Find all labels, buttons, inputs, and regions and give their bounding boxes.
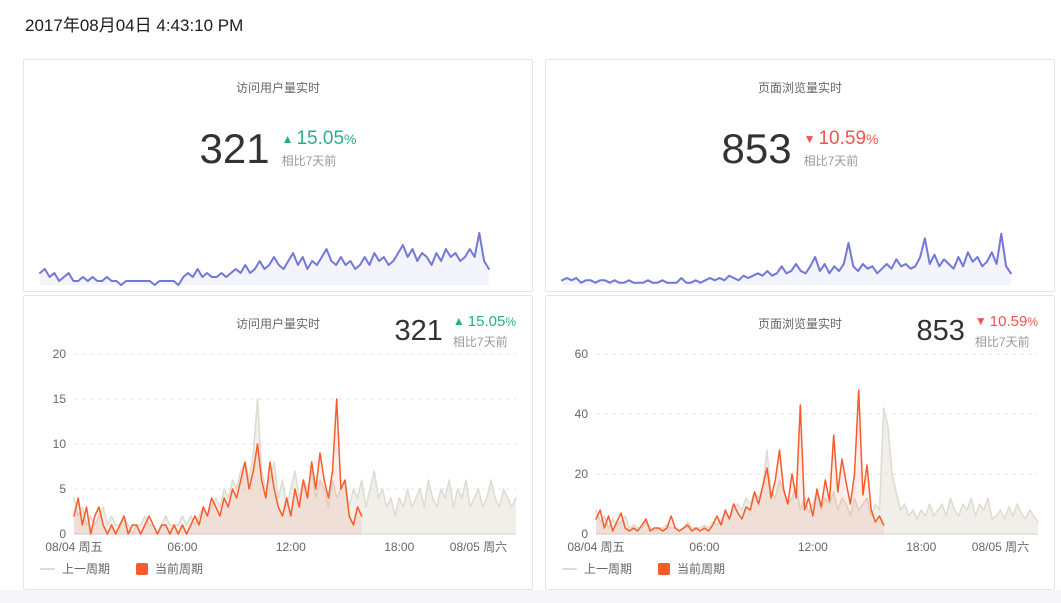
svg-text:08/05 周六: 08/05 周六 bbox=[972, 540, 1029, 554]
stat-value: 853 bbox=[916, 315, 965, 348]
delta-block: ▲ 15.05% 相比7天前 bbox=[452, 313, 516, 350]
page-footer-strip bbox=[0, 590, 1061, 603]
svg-text:12:00: 12:00 bbox=[798, 540, 828, 554]
svg-text:08/05 周六: 08/05 周六 bbox=[450, 540, 507, 554]
legend-previous-period[interactable]: 上一周期 bbox=[562, 560, 632, 577]
timestamp: 2017年08月04日 4:43:10 PM bbox=[25, 16, 244, 35]
chart-legend: 上一周期 当前周期 bbox=[40, 560, 203, 577]
stat-block: 321 ▲ 15.05% 相比7天前 bbox=[24, 128, 532, 170]
svg-text:08/04 周五: 08/04 周五 bbox=[45, 540, 102, 554]
pageviews-trend-chart[interactable]: 0 20 40 60 08/04 周五 06:00 12:00 18:00 08/05 周六 bbox=[554, 346, 1046, 558]
svg-text:40: 40 bbox=[575, 407, 589, 421]
panel-visitors-summary: 访问用户量实时 321 ▲ 15.05% 相比7天前 bbox=[23, 59, 533, 292]
svg-text:15: 15 bbox=[53, 392, 67, 406]
stat-block: 321 ▲ 15.05% 相比7天前 bbox=[394, 313, 517, 350]
svg-text:0: 0 bbox=[581, 527, 588, 541]
svg-text:5: 5 bbox=[59, 482, 66, 496]
legend-current-period[interactable]: 当前周期 bbox=[658, 560, 725, 577]
panel-title: 页面浏览量实时 bbox=[757, 81, 842, 95]
delta-value: 10.59 bbox=[989, 313, 1028, 330]
svg-text:18:00: 18:00 bbox=[906, 540, 936, 554]
previous-series-marker bbox=[40, 567, 55, 570]
svg-text:0: 0 bbox=[59, 527, 66, 541]
delta-block: ▼ 10.59% 相比7天前 bbox=[974, 313, 1038, 350]
legend-current-period[interactable]: 当前周期 bbox=[136, 560, 203, 577]
svg-text:12:00: 12:00 bbox=[276, 540, 306, 554]
svg-text:06:00: 06:00 bbox=[689, 540, 719, 554]
panel-pageviews-trend: 页面浏览量实时 853 ▼ 10.59% 相比7天前 0 20 40 60 08/04 周… bbox=[545, 295, 1055, 590]
compare-label: 相比7天前 bbox=[281, 153, 337, 168]
visitors-trend-chart[interactable]: 0 5 10 15 20 08/04 周五 06:00 12:00 18:00 08/05 周六 bbox=[32, 346, 524, 558]
panel-title: 访问用户量实时 bbox=[235, 317, 320, 331]
delta-unit: % bbox=[344, 131, 357, 148]
down-arrow-icon: ▼ bbox=[974, 314, 987, 328]
svg-text:06:00: 06:00 bbox=[167, 540, 197, 554]
stat-block: 853 ▼ 10.59% 相比7天前 bbox=[546, 128, 1054, 170]
stat-block: 853 ▼ 10.59% 相比7天前 bbox=[916, 313, 1039, 350]
stat-value: 321 bbox=[394, 315, 443, 348]
svg-text:18:00: 18:00 bbox=[384, 540, 414, 554]
svg-text:08/04 周五: 08/04 周五 bbox=[567, 540, 624, 554]
svg-text:10: 10 bbox=[53, 437, 67, 451]
down-arrow-icon: ▼ bbox=[803, 132, 816, 147]
delta-unit: % bbox=[866, 131, 879, 148]
delta-value: 10.59 bbox=[818, 128, 867, 150]
delta-value: 15.05 bbox=[296, 128, 345, 150]
svg-text:20: 20 bbox=[575, 467, 589, 481]
delta-unit: % bbox=[1027, 315, 1038, 329]
delta-value: 15.05 bbox=[467, 313, 506, 330]
pageviews-sparkline-chart[interactable] bbox=[560, 223, 1032, 287]
up-arrow-icon: ▲ bbox=[452, 314, 465, 328]
chart-legend: 上一周期 当前周期 bbox=[562, 560, 725, 577]
compare-label: 相比7天前 bbox=[974, 334, 1030, 349]
delta-unit: % bbox=[505, 315, 516, 329]
panel-title: 访问用户量实时 bbox=[235, 81, 320, 95]
delta-block: ▲ 15.05% 相比7天前 bbox=[281, 128, 357, 169]
panel-visitors-trend: 访问用户量实时 321 ▲ 15.05% 相比7天前 0 5 10 15 20 08/04 … bbox=[23, 295, 533, 590]
svg-text:60: 60 bbox=[575, 347, 589, 361]
panel-pageviews-summary: 页面浏览量实时 853 ▼ 10.59% 相比7天前 bbox=[545, 59, 1055, 292]
current-series-marker bbox=[136, 562, 149, 575]
stat-value: 853 bbox=[721, 125, 792, 172]
compare-label: 相比7天前 bbox=[803, 153, 859, 168]
current-series-marker bbox=[658, 562, 671, 575]
stat-value: 321 bbox=[199, 125, 270, 172]
panel-title: 页面浏览量实时 bbox=[757, 317, 842, 331]
legend-previous-period[interactable]: 上一周期 bbox=[40, 560, 110, 577]
compare-label: 相比7天前 bbox=[452, 334, 508, 349]
previous-series-marker bbox=[562, 567, 577, 570]
visitors-sparkline-chart[interactable] bbox=[38, 223, 510, 287]
delta-block: ▼ 10.59% 相比7天前 bbox=[803, 128, 879, 169]
svg-text:20: 20 bbox=[53, 347, 67, 361]
up-arrow-icon: ▲ bbox=[281, 132, 294, 147]
